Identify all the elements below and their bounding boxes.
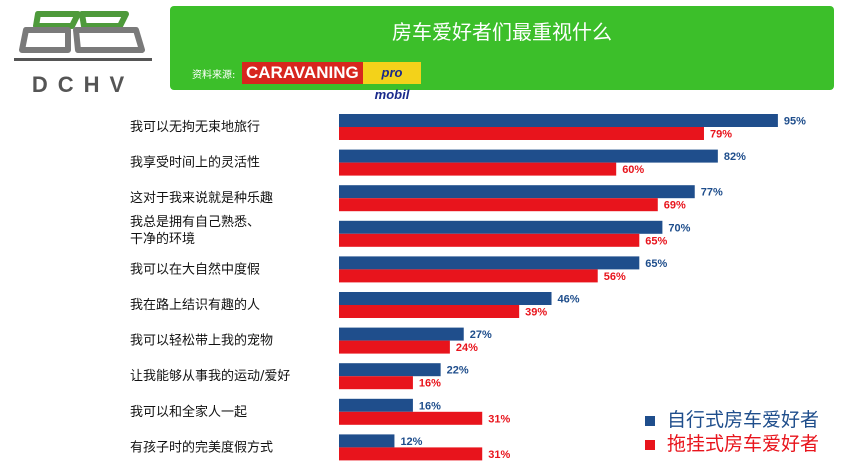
page-title: 房车爱好者们最重视什么	[392, 20, 612, 44]
data-label-series-1: 27%	[470, 329, 492, 341]
data-label-series-1: 82%	[724, 151, 746, 163]
bar-series-1	[339, 327, 464, 341]
legend-swatch-series-2	[645, 440, 655, 450]
legend-label-series-2: 拖挂式房车爱好者	[667, 433, 820, 455]
caravaning-logo: CARAVANING	[242, 62, 363, 84]
bar-series-2	[339, 376, 413, 390]
bar-series-2	[339, 340, 450, 354]
data-label-series-1: 95%	[784, 116, 806, 128]
data-label-series-2: 31%	[488, 449, 510, 461]
data-label-series-1: 77%	[701, 187, 723, 199]
data-label-series-1: 65%	[645, 258, 667, 270]
bar-series-1	[339, 149, 718, 163]
category-label: 让我能够从事我的运动/爱好	[130, 368, 290, 384]
data-label-series-1: 12%	[400, 436, 422, 448]
chart-legend: 自行式房车爱好者 拖挂式房车爱好者	[645, 408, 819, 456]
bar-series-1	[339, 220, 663, 234]
logo-text: DCHV	[31, 72, 135, 97]
data-label-series-1: 16%	[419, 400, 441, 412]
legend-label-series-1: 自行式房车爱好者	[667, 409, 820, 431]
data-label-series-2: 60%	[622, 164, 644, 176]
data-label-series-2: 31%	[488, 413, 510, 425]
category-label: 有孩子时的完美度假方式	[130, 439, 273, 455]
category-label: 我可以和全家人一起	[130, 404, 247, 420]
bar-series-1	[339, 292, 552, 305]
source-label: 资料来源:	[192, 70, 236, 81]
category-label: 我可以无拘无束地旅行	[130, 120, 260, 135]
data-label-series-1: 70%	[668, 222, 690, 234]
category-label: 我可以在大自然中度假	[130, 261, 260, 277]
data-label-series-1: 46%	[558, 294, 580, 306]
bar-series-1	[339, 114, 778, 127]
bar-series-2	[339, 127, 704, 140]
category-label: 这对于我来说就是种乐趣	[130, 190, 273, 206]
category-label: 我在路上结识有趣的人	[130, 297, 260, 313]
legend-item-series-2: 拖挂式房车爱好者	[645, 432, 819, 456]
data-label-series-2: 65%	[645, 235, 667, 247]
data-label-series-2: 39%	[525, 307, 547, 319]
bar-series-2	[339, 162, 617, 176]
bar-series-2	[339, 305, 520, 318]
title-banner: 房车爱好者们最重视什么 资料来源: CARAVANING pro mobil	[170, 6, 834, 102]
caravan-logo-icon	[14, 11, 152, 61]
bar-series-1	[339, 256, 640, 270]
dchv-logo: DCHV	[8, 6, 158, 98]
data-label-series-2: 16%	[419, 378, 441, 390]
legend-swatch-series-1	[645, 416, 655, 426]
bar-chart: 我可以无拘无束地旅行 95% 79% 我享受时间上的灵活性 82% 60% 这对于我来说就是…	[130, 114, 806, 461]
data-label-series-2: 79%	[710, 129, 732, 141]
category-label: 我总是拥有自己熟悉、干净的环境	[130, 214, 260, 247]
bar-series-1	[339, 185, 695, 199]
bar-series-2	[339, 233, 640, 247]
legend-item-series-1: 自行式房车爱好者	[645, 408, 819, 432]
data-label-series-2: 56%	[604, 271, 626, 283]
bar-series-1	[339, 434, 395, 448]
promobil-logo: pro mobil	[363, 62, 421, 102]
bar-series-2	[339, 269, 598, 283]
category-label: 我可以轻松带上我的宠物	[130, 333, 273, 349]
bar-series-1	[339, 363, 441, 377]
bar-series-2	[339, 411, 483, 425]
bar-series-2	[339, 198, 658, 212]
bar-series-1	[339, 398, 413, 412]
data-label-series-2: 24%	[456, 342, 478, 354]
bar-series-2	[339, 447, 483, 461]
data-label-series-2: 69%	[664, 200, 686, 212]
category-label: 我享受时间上的灵活性	[130, 155, 260, 171]
data-label-series-1: 22%	[447, 365, 469, 377]
